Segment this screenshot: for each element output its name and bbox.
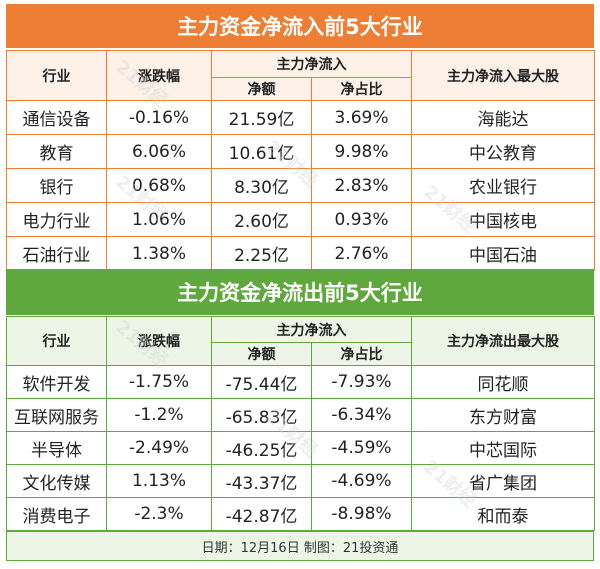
header-main-flow-group: 主力净流入: [211, 316, 412, 343]
change-cell: 0.68%: [106, 168, 212, 203]
footer-credit: 日期：12月16日 制图：21投资通: [6, 531, 594, 561]
header-change: 涨跌幅: [106, 50, 212, 101]
header-top-inflow-stock: 主力净流入最大股: [411, 50, 595, 101]
outflow-header-row: 行业 涨跌幅 主力净流入 主力净流出最大股: [6, 316, 595, 366]
net-amount-cell: 10.61亿: [211, 134, 312, 169]
change-cell: -2.3%: [106, 497, 212, 531]
header-net-ratio: 净占比: [311, 77, 412, 101]
outflow-subheader-row: 净额 净占比: [7, 342, 595, 366]
outflow-title: 主力资金净流出前5大行业: [6, 269, 594, 315]
net-ratio-cell: 2.83%: [311, 168, 412, 203]
net-ratio-cell: -7.93%: [311, 365, 412, 399]
net-ratio-cell: -6.34%: [311, 398, 412, 432]
industry-cell: 电力行业: [6, 202, 107, 237]
change-cell: 1.06%: [106, 202, 212, 237]
net-ratio-cell: 0.93%: [311, 202, 412, 237]
net-ratio-cell: 2.76%: [311, 236, 412, 271]
top-stock-cell: 中国石油: [411, 236, 595, 271]
top-stock-cell: 海能达: [411, 100, 595, 135]
net-amount-cell: 21.59亿: [211, 100, 312, 135]
inflow-table: 行业 涨跌幅 主力净流入 主力净流入最大股 净额 净占比 通信设备 -0.16%…: [6, 50, 595, 271]
net-ratio-cell: -8.98%: [311, 497, 412, 531]
industry-cell: 银行: [6, 168, 107, 203]
table-row: 软件开发 -1.75% -75.44亿 -7.93% 同花顺: [6, 365, 595, 399]
outflow-table: 行业 涨跌幅 主力净流入 主力净流出最大股 净额 净占比 软件开发 -1.75%…: [6, 316, 595, 531]
header-net-amount: 净额: [211, 342, 312, 366]
net-amount-cell: 8.30亿: [211, 168, 312, 203]
table-row: 银行 0.68% 8.30亿 2.83% 农业银行: [6, 168, 595, 203]
top-stock-cell: 同花顺: [411, 365, 595, 399]
industry-cell: 互联网服务: [6, 398, 107, 432]
header-top-outflow-stock: 主力净流出最大股: [411, 316, 595, 366]
inflow-header-row: 行业 涨跌幅 主力净流入 主力净流入最大股: [6, 50, 595, 101]
header-change: 涨跌幅: [106, 316, 212, 366]
change-cell: 6.06%: [106, 134, 212, 169]
industry-cell: 文化传媒: [6, 464, 107, 498]
industry-cell: 半导体: [6, 431, 107, 465]
net-ratio-cell: -4.59%: [311, 431, 412, 465]
header-net-amount: 净额: [211, 77, 312, 101]
net-amount-cell: 2.60亿: [211, 202, 312, 237]
net-ratio-cell: 3.69%: [311, 100, 412, 135]
change-cell: -2.49%: [106, 431, 212, 465]
header-industry: 行业: [6, 50, 107, 101]
net-amount-cell: -42.87亿: [211, 497, 312, 531]
change-cell: 1.13%: [106, 464, 212, 498]
industry-cell: 通信设备: [6, 100, 107, 135]
top-stock-cell: 东方财富: [411, 398, 595, 432]
industry-cell: 软件开发: [6, 365, 107, 399]
top-stock-cell: 农业银行: [411, 168, 595, 203]
net-ratio-cell: 9.98%: [311, 134, 412, 169]
net-amount-cell: -75.44亿: [211, 365, 312, 399]
industry-cell: 消费电子: [6, 497, 107, 531]
change-cell: -1.2%: [106, 398, 212, 432]
top-stock-cell: 中公教育: [411, 134, 595, 169]
change-cell: -1.75%: [106, 365, 212, 399]
header-net-ratio: 净占比: [311, 342, 412, 366]
table-row: 教育 6.06% 10.61亿 9.98% 中公教育: [6, 134, 595, 169]
net-amount-cell: -65.83亿: [211, 398, 312, 432]
industry-cell: 石油行业: [6, 236, 107, 271]
top-stock-cell: 和而泰: [411, 497, 595, 531]
net-ratio-cell: -4.69%: [311, 464, 412, 498]
table-row: 半导体 -2.49% -46.25亿 -4.59% 中芯国际: [6, 431, 595, 465]
top-stock-cell: 中国核电: [411, 202, 595, 237]
table-row: 互联网服务 -1.2% -65.83亿 -6.34% 东方财富: [6, 398, 595, 432]
change-cell: 1.38%: [106, 236, 212, 271]
net-amount-cell: 2.25亿: [211, 236, 312, 271]
inflow-title: 主力资金净流入前5大行业: [6, 4, 594, 48]
top-stock-cell: 中芯国际: [411, 431, 595, 465]
table-row: 电力行业 1.06% 2.60亿 0.93% 中国核电: [6, 202, 595, 237]
table-row: 消费电子 -2.3% -42.87亿 -8.98% 和而泰: [6, 497, 595, 531]
industry-cell: 教育: [6, 134, 107, 169]
change-cell: -0.16%: [106, 100, 212, 135]
table-row: 通信设备 -0.16% 21.59亿 3.69% 海能达: [6, 100, 595, 135]
header-industry: 行业: [6, 316, 107, 366]
table-row: 文化传媒 1.13% -43.37亿 -4.69% 省广集团: [6, 464, 595, 498]
table-row: 石油行业 1.38% 2.25亿 2.76% 中国石油: [6, 236, 595, 271]
net-amount-cell: -46.25亿: [211, 431, 312, 465]
net-amount-cell: -43.37亿: [211, 464, 312, 498]
top-stock-cell: 省广集团: [411, 464, 595, 498]
header-main-inflow-group: 主力净流入: [211, 50, 412, 78]
